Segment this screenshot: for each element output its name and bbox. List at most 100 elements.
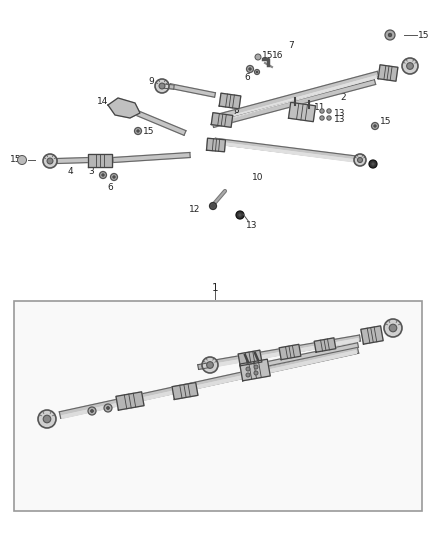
Text: 11: 11 <box>314 102 325 111</box>
Circle shape <box>354 154 366 166</box>
Circle shape <box>18 156 27 165</box>
Text: 12: 12 <box>189 206 200 214</box>
Circle shape <box>389 324 397 332</box>
Text: 13: 13 <box>334 116 346 125</box>
Circle shape <box>327 109 331 113</box>
Circle shape <box>388 33 392 37</box>
FancyBboxPatch shape <box>14 301 422 511</box>
Polygon shape <box>361 326 383 344</box>
Circle shape <box>254 371 258 375</box>
Polygon shape <box>162 84 174 89</box>
Polygon shape <box>113 152 190 163</box>
Polygon shape <box>289 102 315 122</box>
Polygon shape <box>378 65 398 81</box>
Text: 7: 7 <box>288 41 294 50</box>
Circle shape <box>247 66 254 72</box>
Polygon shape <box>314 338 336 352</box>
Text: 15: 15 <box>380 117 392 126</box>
Text: 13: 13 <box>246 221 258 230</box>
Text: 15: 15 <box>418 30 430 39</box>
Circle shape <box>38 410 56 428</box>
Polygon shape <box>198 362 210 369</box>
Text: 2: 2 <box>340 93 346 102</box>
Circle shape <box>43 154 57 168</box>
Circle shape <box>254 365 258 369</box>
Circle shape <box>88 407 96 415</box>
Circle shape <box>137 130 139 132</box>
Polygon shape <box>217 142 356 162</box>
Circle shape <box>209 203 216 209</box>
Circle shape <box>249 68 251 70</box>
Circle shape <box>246 367 250 371</box>
Polygon shape <box>59 347 359 418</box>
Text: 15: 15 <box>143 127 155 136</box>
Circle shape <box>106 407 110 409</box>
Circle shape <box>202 357 218 373</box>
Text: 8: 8 <box>233 109 239 117</box>
Circle shape <box>110 174 117 181</box>
Circle shape <box>385 30 395 40</box>
Polygon shape <box>217 339 358 366</box>
Circle shape <box>402 58 418 74</box>
Circle shape <box>102 174 104 176</box>
Circle shape <box>254 69 259 75</box>
Text: 14: 14 <box>97 96 108 106</box>
Circle shape <box>134 127 141 134</box>
Circle shape <box>113 176 115 178</box>
Circle shape <box>236 211 244 219</box>
Polygon shape <box>108 98 140 118</box>
Polygon shape <box>261 343 358 367</box>
Polygon shape <box>57 157 90 164</box>
Circle shape <box>320 109 324 113</box>
Polygon shape <box>172 383 198 400</box>
Circle shape <box>91 409 93 413</box>
Polygon shape <box>170 84 215 97</box>
Text: 9: 9 <box>148 77 154 85</box>
Polygon shape <box>240 359 270 381</box>
Polygon shape <box>217 71 379 119</box>
Text: 1: 1 <box>212 283 218 293</box>
Polygon shape <box>212 79 376 127</box>
Text: 15: 15 <box>262 51 273 60</box>
Text: 15: 15 <box>10 156 21 165</box>
Circle shape <box>246 373 250 377</box>
Text: 6: 6 <box>244 72 250 82</box>
Circle shape <box>369 160 377 168</box>
Circle shape <box>159 83 165 89</box>
Circle shape <box>371 163 374 165</box>
Polygon shape <box>215 138 358 161</box>
Circle shape <box>371 123 378 130</box>
Polygon shape <box>116 392 144 410</box>
Polygon shape <box>62 351 356 418</box>
Text: 13: 13 <box>334 109 346 117</box>
Circle shape <box>207 361 213 368</box>
Circle shape <box>374 125 376 127</box>
Polygon shape <box>279 344 301 360</box>
Text: 10: 10 <box>252 173 264 182</box>
Circle shape <box>384 319 402 337</box>
Circle shape <box>406 63 413 69</box>
Circle shape <box>155 79 169 93</box>
Text: 4: 4 <box>68 167 74 176</box>
Circle shape <box>104 404 112 412</box>
Circle shape <box>320 116 324 120</box>
Circle shape <box>256 71 258 73</box>
Polygon shape <box>88 154 112 166</box>
Polygon shape <box>215 335 360 366</box>
Circle shape <box>47 158 53 164</box>
Text: 3: 3 <box>88 166 94 175</box>
Polygon shape <box>220 76 376 121</box>
Circle shape <box>99 172 106 179</box>
Circle shape <box>239 214 241 216</box>
Circle shape <box>357 157 363 163</box>
Polygon shape <box>206 138 226 152</box>
Text: 16: 16 <box>272 52 283 61</box>
Polygon shape <box>211 112 233 127</box>
Polygon shape <box>238 350 262 366</box>
Circle shape <box>327 116 331 120</box>
Polygon shape <box>124 106 186 135</box>
Circle shape <box>212 205 214 207</box>
Circle shape <box>43 415 51 423</box>
Circle shape <box>255 54 261 60</box>
Polygon shape <box>219 93 241 109</box>
